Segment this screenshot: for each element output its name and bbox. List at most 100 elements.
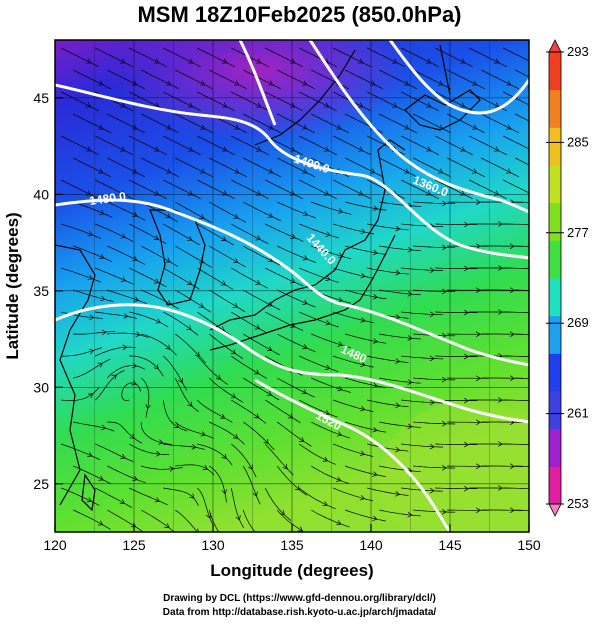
streamline [481, 69, 519, 90]
streamline [163, 311, 199, 336]
streamline-arrow [267, 80, 274, 86]
streamline-arrow [505, 124, 512, 130]
streamline-arrow [111, 374, 118, 380]
streamline-arrow [233, 258, 239, 264]
streamline-arrow [155, 451, 161, 457]
streamline [299, 267, 339, 283]
streamline-arrow [359, 450, 366, 457]
streamline [175, 201, 212, 224]
streamline-arrow [429, 443, 435, 450]
streamline [129, 311, 169, 328]
streamline [61, 135, 99, 156]
streamline [345, 333, 387, 344]
streamline-arrow [165, 213, 171, 219]
streamline-arrow [191, 444, 197, 450]
streamline [311, 333, 351, 349]
streamline-arrow [407, 335, 413, 341]
streamline [481, 113, 519, 134]
streamline-arrow [221, 236, 227, 241]
streamline-arrow [403, 124, 410, 130]
streamline-arrow [359, 494, 366, 501]
streamline-arrow [123, 313, 129, 319]
streamline [435, 487, 478, 490]
streamline-arrow [360, 228, 366, 235]
streamline [231, 223, 269, 245]
streamline [345, 201, 387, 211]
streamline-arrow [233, 168, 240, 174]
streamline-arrow [131, 168, 138, 174]
streamline-arrow [407, 246, 413, 253]
streamline [413, 377, 456, 381]
x-axis-ticks: 120 125 130 135 140 145 150 [43, 524, 541, 553]
streamline-arrow [299, 437, 305, 442]
coastline-taiwan [81, 473, 96, 512]
streamline [107, 421, 142, 444]
streamline-arrow [509, 331, 515, 337]
streamline-arrow [263, 438, 269, 444]
streamline-arrow [87, 451, 93, 458]
streamline-arrow [232, 302, 238, 308]
streamline-arrow [289, 102, 296, 108]
streamline [503, 355, 529, 358]
streamline [129, 487, 168, 506]
streamline-arrow [165, 80, 172, 86]
streamline [163, 487, 199, 507]
streamline-arrow [338, 208, 344, 214]
streamline-arrow [509, 375, 515, 382]
streamline-arrow [199, 213, 205, 219]
streamline [61, 47, 99, 68]
coastline-kyushu-honshu [209, 139, 406, 331]
streamline [73, 509, 111, 530]
streamline-arrow [441, 509, 447, 515]
streamline-arrow [153, 278, 160, 284]
streamline [333, 443, 374, 457]
streamline-arrow [391, 102, 398, 108]
streamline-arrow [476, 199, 481, 205]
streamline [265, 47, 303, 68]
streamline-arrow [194, 351, 200, 357]
streamline-arrow [233, 124, 240, 130]
streamline-arrow [199, 80, 206, 86]
streamline-arrow [532, 310, 536, 315]
streamline-arrow [395, 446, 401, 453]
streamline [276, 465, 308, 496]
streamline-arrow [88, 348, 95, 355]
streamline-arrow [155, 318, 161, 324]
streamline [413, 113, 451, 134]
contour-1440 [55, 198, 529, 367]
colorbar-segment [549, 315, 561, 354]
streamline [107, 201, 146, 221]
streamline [129, 135, 167, 156]
streamline [481, 157, 519, 178]
streamline-arrow [429, 355, 435, 362]
streamline [231, 179, 269, 200]
streamline [435, 223, 478, 225]
streamline [413, 157, 451, 178]
streamline-arrow [544, 333, 548, 338]
streamline [163, 91, 201, 112]
contour-label-1480-left: 1480.0 [88, 189, 127, 208]
streamline [73, 157, 111, 178]
streamline [95, 443, 134, 462]
streamline-arrow [532, 398, 536, 403]
streamline [73, 201, 113, 218]
streamline-arrow [532, 354, 536, 359]
colorbar-segment [549, 127, 561, 166]
streamline [311, 201, 352, 215]
streamline [401, 179, 439, 200]
streamline [174, 421, 214, 439]
streamline-arrow [476, 419, 481, 426]
streamline-arrow [164, 523, 170, 529]
streamline-arrow [85, 146, 92, 152]
streamline [333, 47, 371, 68]
streamline [209, 421, 245, 445]
streamline [311, 421, 351, 439]
colorbar-tick-label: 269 [567, 315, 589, 330]
streamline-arrow [186, 325, 192, 331]
colorbar-max-arrow [548, 39, 562, 53]
streamline-arrow [498, 397, 503, 403]
streamline-arrow [441, 420, 447, 427]
streamline-arrow [301, 124, 308, 130]
streamline [265, 91, 303, 112]
